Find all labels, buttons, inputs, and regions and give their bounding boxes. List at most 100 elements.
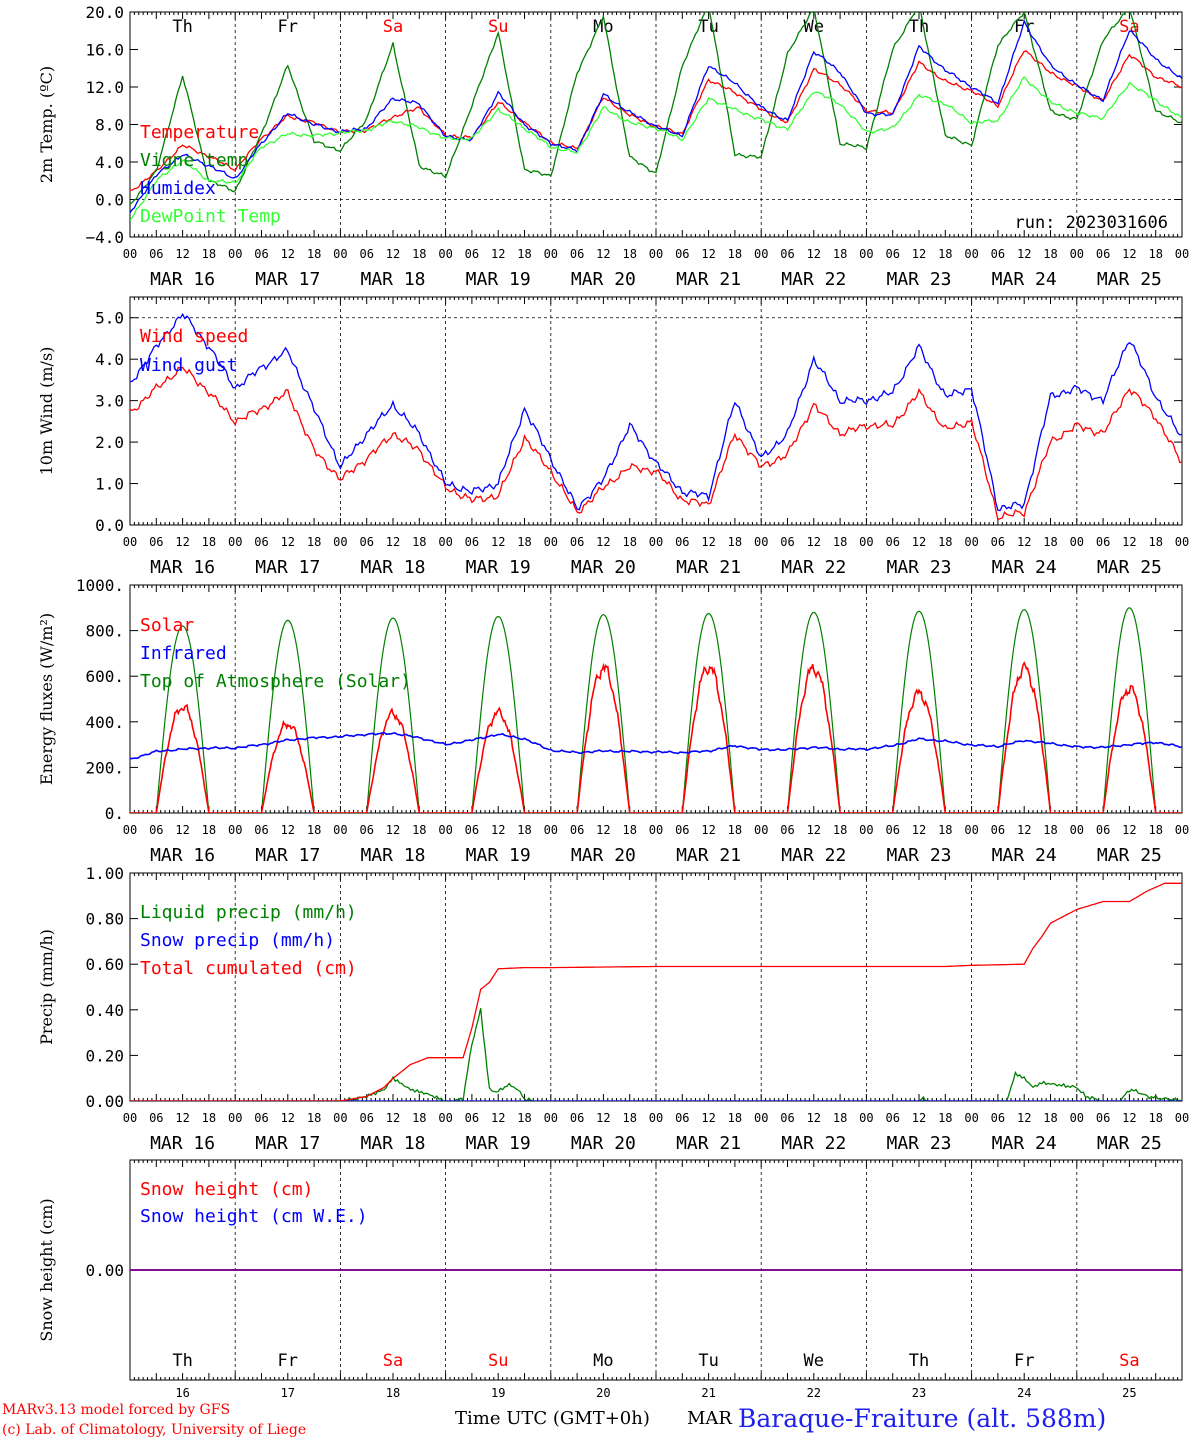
hour-label: 18 bbox=[1043, 535, 1057, 549]
hour-label: 06 bbox=[675, 535, 689, 549]
date-label: MAR 21 bbox=[676, 557, 741, 578]
hour-label: 06 bbox=[1096, 823, 1110, 837]
hour-label: 12 bbox=[807, 535, 821, 549]
hour-label: 06 bbox=[465, 535, 479, 549]
hour-label: 06 bbox=[885, 823, 899, 837]
date-label: MAR 17 bbox=[255, 1133, 320, 1154]
legend-label: Vigne temp bbox=[140, 150, 248, 171]
hour-label: 12 bbox=[1017, 1111, 1031, 1125]
hour-label: 06 bbox=[149, 535, 163, 549]
series-group bbox=[130, 607, 1182, 813]
date-label: MAR 19 bbox=[466, 845, 531, 866]
hour-label: 00 bbox=[1070, 1111, 1084, 1125]
run-label: run: 2023031606 bbox=[1014, 213, 1168, 233]
hour-label: 00 bbox=[649, 535, 663, 549]
y-tick-label: 1000. bbox=[76, 576, 124, 595]
hour-label: 06 bbox=[885, 1111, 899, 1125]
hour-label: 12 bbox=[175, 1111, 189, 1125]
day-number-label: 18 bbox=[386, 1386, 400, 1400]
hour-label: 00 bbox=[859, 1111, 873, 1125]
hour-label: 00 bbox=[1175, 823, 1189, 837]
hour-label: 12 bbox=[386, 535, 400, 549]
hour-label: 06 bbox=[465, 1111, 479, 1125]
hour-label: 18 bbox=[833, 535, 847, 549]
hour-label: 12 bbox=[1017, 823, 1031, 837]
y-tick-label: 12.0 bbox=[85, 78, 124, 97]
hour-label: 18 bbox=[833, 1111, 847, 1125]
hour-label: 18 bbox=[517, 535, 531, 549]
hour-label: 18 bbox=[728, 247, 742, 261]
day-number-label: 21 bbox=[701, 1386, 715, 1400]
day-number-label: 22 bbox=[807, 1386, 821, 1400]
hour-label: 00 bbox=[754, 535, 768, 549]
hour-label: 00 bbox=[964, 823, 978, 837]
hour-label: 06 bbox=[780, 247, 794, 261]
hour-label: 00 bbox=[964, 1111, 978, 1125]
y-tick-label: 4.0 bbox=[95, 350, 124, 369]
hour-label: 00 bbox=[754, 247, 768, 261]
y-tick-label: 0.00 bbox=[85, 1261, 124, 1280]
hour-label: 18 bbox=[202, 535, 216, 549]
date-label: MAR 21 bbox=[676, 269, 741, 290]
hour-label: 00 bbox=[228, 1111, 242, 1125]
hour-label: 00 bbox=[859, 247, 873, 261]
hour-label: 12 bbox=[175, 247, 189, 261]
hour-label: 12 bbox=[1122, 535, 1136, 549]
hour-label: 18 bbox=[1148, 1111, 1162, 1125]
hour-label: 06 bbox=[991, 823, 1005, 837]
legend-label: Liquid precip (mm/h) bbox=[140, 902, 357, 923]
hour-label: 18 bbox=[622, 1111, 636, 1125]
hour-label: 00 bbox=[754, 823, 768, 837]
hour-label: 00 bbox=[333, 1111, 347, 1125]
hour-label: 12 bbox=[596, 1111, 610, 1125]
legend-label: Total cumulated (cm) bbox=[140, 958, 357, 979]
hour-label: 18 bbox=[202, 247, 216, 261]
hour-label: 12 bbox=[491, 823, 505, 837]
hour-label: 18 bbox=[412, 1111, 426, 1125]
y-tick-label: 0.0 bbox=[95, 516, 124, 535]
hour-label: 00 bbox=[964, 247, 978, 261]
hour-label: 06 bbox=[675, 1111, 689, 1125]
total-cumulated-cm-line bbox=[130, 882, 1182, 1101]
hour-label: 06 bbox=[991, 247, 1005, 261]
wind-gust-line bbox=[130, 312, 1182, 512]
hour-label: 18 bbox=[1148, 823, 1162, 837]
hour-label: 00 bbox=[754, 1111, 768, 1125]
hour-label: 12 bbox=[701, 823, 715, 837]
date-label: MAR 19 bbox=[466, 557, 531, 578]
time-axis-label: Time UTC (GMT+0h) bbox=[455, 1408, 650, 1429]
date-label: MAR 22 bbox=[781, 269, 846, 290]
date-label: MAR 23 bbox=[886, 1133, 951, 1154]
y-tick-label: 1.0 bbox=[95, 475, 124, 494]
hour-label: 12 bbox=[701, 247, 715, 261]
day-number-label: 20 bbox=[596, 1386, 610, 1400]
y-tick-label: 2.0 bbox=[95, 433, 124, 452]
hour-label: 00 bbox=[544, 1111, 558, 1125]
day-of-week-label: Su bbox=[488, 17, 508, 37]
hour-label: 18 bbox=[728, 1111, 742, 1125]
y-axis-label: 10m Wind (m/s) bbox=[37, 347, 56, 476]
hour-label: 00 bbox=[438, 823, 452, 837]
day-of-week-label: Mo bbox=[593, 1351, 613, 1371]
hour-label: 12 bbox=[912, 823, 926, 837]
humidex-line bbox=[130, 18, 1182, 214]
hour-label: 00 bbox=[544, 535, 558, 549]
hour-label: 12 bbox=[281, 1111, 295, 1125]
hour-label: 12 bbox=[912, 535, 926, 549]
y-tick-label: 8.0 bbox=[95, 116, 124, 135]
hour-label: 06 bbox=[780, 823, 794, 837]
date-label: MAR 22 bbox=[781, 845, 846, 866]
date-label: MAR 23 bbox=[886, 557, 951, 578]
date-label: MAR 25 bbox=[1097, 557, 1162, 578]
legend-label: DewPoint Temp bbox=[140, 206, 281, 227]
hour-label: 12 bbox=[1122, 823, 1136, 837]
hour-label: 06 bbox=[570, 247, 584, 261]
hour-label: 18 bbox=[307, 1111, 321, 1125]
date-label: MAR 23 bbox=[886, 269, 951, 290]
date-label: MAR 25 bbox=[1097, 1133, 1162, 1154]
hour-label: 00 bbox=[438, 535, 452, 549]
day-of-week-label: Fr bbox=[278, 17, 298, 37]
hour-label: 06 bbox=[465, 823, 479, 837]
date-label: MAR 20 bbox=[571, 1133, 636, 1154]
y-tick-label: 0.40 bbox=[85, 1001, 124, 1020]
